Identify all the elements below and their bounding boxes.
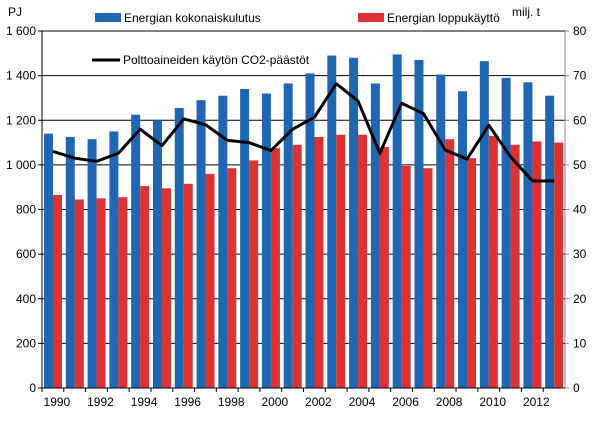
bar-kokonaiskulutus [501,77,511,388]
bar-kokonaiskulutus [458,91,468,389]
bar-loppukaytto [401,165,411,388]
x-tick-label: 1994 [131,395,158,409]
bar-loppukaytto [270,148,280,388]
bar-kokonaiskulutus [392,54,402,388]
bar-loppukaytto [510,144,520,388]
right-axis-label: milj. t [512,5,541,19]
bar-kokonaiskulutus [152,120,162,388]
bar-loppukaytto [358,134,368,388]
bar-loppukaytto [314,136,324,388]
bar-kokonaiskulutus [545,95,555,389]
x-tick-label: 1998 [218,395,245,409]
x-tick-label: 2004 [349,395,376,409]
legend-swatch-loppukaytto [358,13,384,22]
bar-kokonaiskulutus [327,55,337,388]
bar-kokonaiskulutus [218,95,228,389]
bar-loppukaytto [140,186,150,388]
bar-kokonaiskulutus [436,74,446,389]
bar-loppukaytto [249,160,259,388]
bar-loppukaytto [227,168,237,388]
bar-loppukaytto [292,144,302,388]
bar-kokonaiskulutus [240,89,250,388]
bar-loppukaytto [183,183,193,388]
x-tick-label: 2010 [479,395,506,409]
legend-label-loppukaytto: Energian loppukäyttö [387,11,500,25]
right-tick-label: 20 [573,292,587,306]
bar-kokonaiskulutus [131,114,141,388]
bar-loppukaytto [423,168,433,388]
left-tick-label: 800 [16,203,36,217]
x-tick-label: 2012 [523,395,550,409]
right-tick-label: 30 [573,247,587,261]
left-axis-label: PJ [8,5,22,19]
x-tick-label: 2008 [436,395,463,409]
legend-label-co2: Polttoaineiden käytön CO2-päästöt [123,53,310,67]
x-tick-label: 2002 [305,395,332,409]
bar-kokonaiskulutus [261,93,271,388]
bar-kokonaiskulutus [305,73,315,389]
bar-loppukaytto [96,198,106,388]
bar-kokonaiskulutus [196,100,206,388]
left-tick-label: 1 600 [6,24,36,38]
bar-kokonaiskulutus [44,133,53,388]
legend-swatch-kokonaiskulutus [95,13,121,22]
x-tick-label: 2000 [261,395,288,409]
legend-label-kokonaiskulutus: Energian kokonaiskulutus [124,11,261,25]
right-tick-label: 70 [573,69,587,83]
co2-line [52,82,555,183]
bar-loppukaytto [74,199,84,388]
left-tick-label: 200 [16,336,36,350]
left-tick-label: 1 200 [6,113,36,127]
x-tick-label: 1990 [44,395,71,409]
bar-kokonaiskulutus [349,57,359,389]
bar-kokonaiskulutus [479,61,489,388]
bar-loppukaytto [336,134,346,388]
bar-kokonaiskulutus [174,107,184,389]
bar-loppukaytto [554,142,564,388]
bar-loppukaytto [467,158,477,388]
bar-loppukaytto [379,147,389,388]
right-tick-label: 40 [573,203,587,217]
right-tick-label: 0 [573,381,580,395]
bar-loppukaytto [161,188,171,388]
right-tick-label: 50 [573,158,587,172]
left-tick-label: 0 [29,381,36,395]
bar-loppukaytto [488,135,498,388]
bar-loppukaytto [532,141,542,388]
x-tick-label: 2006 [392,395,419,409]
bar-kokonaiskulutus [283,83,293,388]
right-tick-label: 10 [573,336,587,350]
bar-loppukaytto [445,139,455,388]
right-tick-label: 80 [573,24,587,38]
bar-loppukaytto [205,173,215,388]
x-tick-label: 1992 [87,395,114,409]
left-tick-label: 400 [16,292,36,306]
bar-kokonaiskulutus [523,82,533,388]
bar-loppukaytto [118,197,128,388]
left-tick-label: 1 000 [6,158,36,172]
right-tick-label: 60 [573,113,587,127]
left-tick-label: 600 [16,247,36,261]
bar-kokonaiskulutus [414,60,424,388]
bar-kokonaiskulutus [87,139,97,388]
x-tick-label: 1996 [174,395,201,409]
bar-kokonaiskulutus [109,131,119,388]
bar-loppukaytto [53,194,62,388]
bar-kokonaiskulutus [65,136,75,388]
left-tick-label: 1 400 [6,69,36,83]
bar-kokonaiskulutus [370,83,380,388]
